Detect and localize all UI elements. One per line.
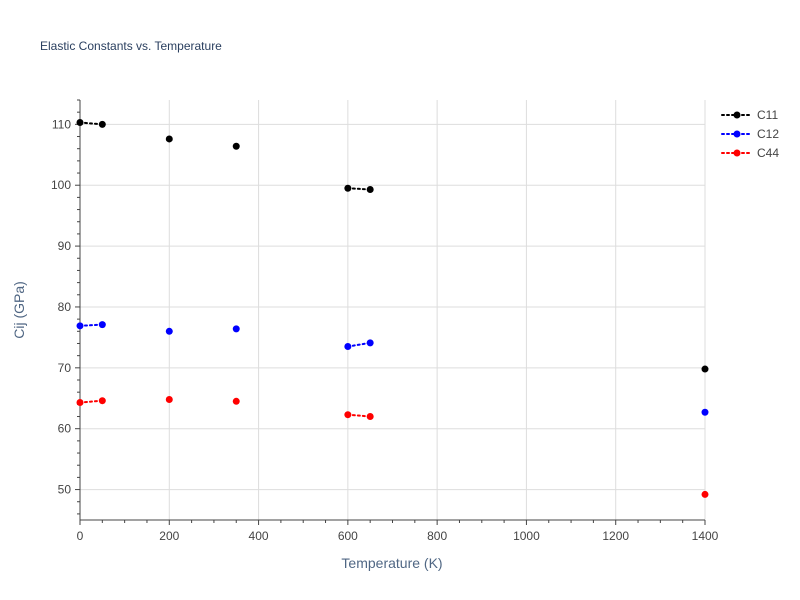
x-axis-title: Temperature (K) <box>341 555 442 571</box>
y-tick-label: 90 <box>58 239 72 253</box>
data-point-c11[interactable] <box>232 142 240 150</box>
x-tick-label: 0 <box>77 529 84 543</box>
legend-label-c12: C12 <box>757 127 779 141</box>
legend-item-c44[interactable]: C44 <box>721 146 779 160</box>
x-tick-label: 200 <box>159 529 179 543</box>
y-tick-label: 110 <box>52 117 71 131</box>
series-c11-line <box>346 187 372 191</box>
data-point-c44[interactable] <box>165 395 173 403</box>
x-tick-label: 800 <box>427 529 447 543</box>
data-point-c44[interactable] <box>98 397 106 405</box>
legend[interactable]: C11 C12 C44 <box>721 108 779 160</box>
data-point-c12[interactable] <box>98 321 106 329</box>
y-tick-label: 60 <box>58 422 72 436</box>
legend-marker-c11 <box>733 111 741 119</box>
x-tick-label: 1000 <box>513 529 540 543</box>
legend-marker-c12 <box>733 130 741 138</box>
legend-label-c11: C11 <box>757 108 778 122</box>
series-c44-line <box>79 399 104 404</box>
data-point-c44[interactable] <box>366 413 374 421</box>
y-axis-title: Cij (GPa) <box>11 281 27 339</box>
x-tick-label: 1200 <box>602 529 629 543</box>
data-point-c44[interactable] <box>344 411 352 419</box>
data-point-c12[interactable] <box>232 325 240 333</box>
y-tick-label: 80 <box>58 300 72 314</box>
axes: 0 200 400 600 800 1000 1200 1400 50 60 70 80 90 100 11… <box>51 99 719 543</box>
data-point-c12[interactable] <box>344 343 352 351</box>
data-point-c11[interactable] <box>76 119 84 127</box>
y-tick-label: 70 <box>58 361 72 375</box>
plot-area <box>76 119 709 498</box>
series-c11-line <box>79 121 104 126</box>
x-tick-label: 1400 <box>692 529 719 543</box>
chart-title: Elastic Constants vs. Temperature <box>40 39 222 53</box>
legend-item-c12[interactable]: C12 <box>721 127 779 141</box>
data-point-c11[interactable] <box>366 185 374 193</box>
data-point-c11[interactable] <box>701 365 709 373</box>
data-point-c11[interactable] <box>344 184 352 192</box>
x-tick-label: 400 <box>249 529 269 543</box>
data-point-c11[interactable] <box>98 120 106 128</box>
data-point-c11[interactable] <box>165 135 173 143</box>
legend-marker-c44 <box>733 149 741 157</box>
data-point-c44[interactable] <box>232 397 240 405</box>
series-c12-line <box>79 323 104 327</box>
series-c12 <box>76 321 709 416</box>
y-tick-label: 50 <box>58 483 72 497</box>
x-tick-label: 600 <box>338 529 358 543</box>
data-point-c12[interactable] <box>701 408 709 416</box>
series-c44-line <box>346 413 372 418</box>
series-c11 <box>76 119 709 373</box>
legend-label-c44: C44 <box>757 146 779 160</box>
data-point-c44[interactable] <box>76 399 84 407</box>
legend-item-c11[interactable]: C11 <box>721 108 778 122</box>
series-c12-line <box>346 341 372 348</box>
data-point-c12[interactable] <box>76 322 84 330</box>
data-point-c44[interactable] <box>701 490 709 498</box>
data-point-c12[interactable] <box>165 327 173 335</box>
y-tick-label: 100 <box>51 178 71 192</box>
data-point-c12[interactable] <box>366 339 374 347</box>
series-c44 <box>76 395 709 498</box>
grid <box>80 100 706 520</box>
